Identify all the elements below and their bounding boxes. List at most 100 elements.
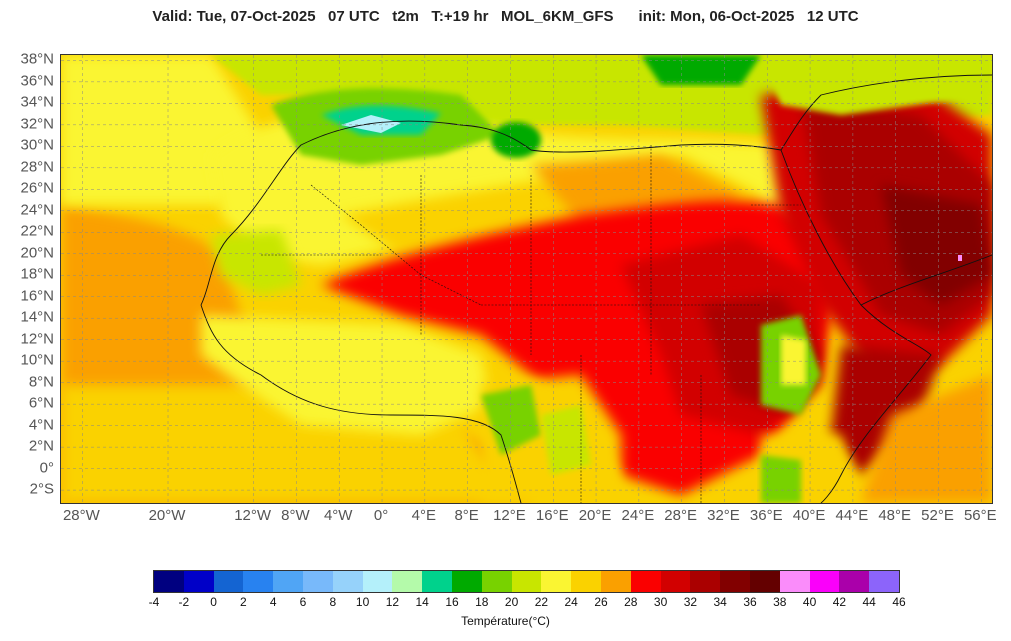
lat-tick-label: 20°N	[20, 244, 54, 262]
colorbar-tick-label: 44	[862, 595, 876, 609]
colorbar-swatch	[839, 571, 870, 592]
lat-tick-label: 34°N	[20, 93, 54, 111]
map-canvas	[61, 55, 992, 503]
lat-tick-label: 26°N	[20, 179, 54, 197]
colorbar-swatch	[571, 571, 601, 592]
colorbar-swatch	[451, 571, 482, 592]
colorbar-tick-label: 12	[385, 595, 400, 609]
lon-tick-label: 28°W	[62, 507, 100, 524]
colorbar-swatch	[869, 571, 899, 592]
lat-tick-label: 8°N	[28, 373, 54, 391]
colorbar-swatch	[749, 571, 780, 592]
colorbar-tick-label: 8	[329, 595, 337, 609]
colorbar-tick-label: 22	[534, 595, 549, 609]
arabia-hot-spot	[958, 255, 962, 261]
lat-tick-label: 32°N	[20, 115, 54, 133]
country-borders	[261, 145, 801, 503]
colorbar-tick-label: 4	[269, 595, 277, 609]
colorbar-tick-label: 18	[475, 595, 489, 609]
colorbar-swatch	[302, 571, 333, 592]
colorbar	[153, 570, 900, 593]
lon-tick-label: 56°E	[963, 507, 997, 524]
lat-tick-label: 2°S	[29, 480, 54, 498]
colorbar-swatch	[183, 571, 214, 592]
westafrica-green	[211, 230, 301, 295]
lon-tick-label: 28°E	[664, 507, 698, 524]
lat-tick-label: 16°N	[20, 287, 54, 305]
indian-ocean-orange	[861, 375, 992, 503]
colorbar-swatch	[690, 571, 721, 592]
colorbar-swatch	[600, 571, 631, 592]
colorbar-tick-label: 28	[624, 595, 638, 609]
colorbar-swatch	[511, 571, 542, 592]
lat-tick-label: 28°N	[20, 158, 54, 176]
colorbar-tick-label: 40	[802, 595, 817, 609]
lon-tick-label: 32°E	[707, 507, 740, 524]
lon-tick-label: 4°W	[323, 507, 353, 524]
lat-tick-label: 12°N	[20, 330, 54, 348]
congo-green	[481, 385, 541, 455]
levant-green	[761, 55, 992, 115]
colorbar-tick-label: 42	[832, 595, 847, 609]
lat-tick-label: 10°N	[20, 351, 54, 369]
colorbar-tick-label: -4	[148, 595, 160, 609]
lon-tick-label: 36°E	[749, 507, 783, 524]
colorbar-tick-label: 36	[743, 595, 757, 609]
lat-tick-label: 2°N	[28, 437, 54, 455]
colorbar-swatch	[422, 571, 452, 592]
guinea-yellow	[201, 315, 491, 435]
colorbar-swatch	[541, 571, 572, 592]
colorbar-swatch	[243, 571, 274, 592]
lon-tick-label: 0°	[373, 507, 389, 524]
colorbar-swatch	[362, 571, 393, 592]
colorbar-swatch	[720, 571, 750, 592]
colorbar-swatch	[332, 571, 363, 592]
colorbar-swatch	[779, 571, 810, 592]
colorbar-title: Température(°C)	[461, 614, 550, 628]
lat-tick-label: 38°N	[20, 50, 54, 68]
kenya-green	[761, 455, 801, 503]
gridlines	[61, 55, 992, 503]
lat-tick-label: 22°N	[20, 222, 54, 240]
ethiopia-yellow	[781, 335, 806, 385]
lon-tick-label: 48°E	[878, 507, 912, 524]
lat-tick-label: 0°	[39, 459, 54, 477]
lat-tick-label: 18°N	[20, 265, 54, 283]
lon-tick-label: 8°W	[281, 507, 310, 524]
temperature-map[interactable]	[60, 54, 993, 504]
colorbar-swatch	[481, 571, 512, 592]
lon-tick-label: 24°E	[621, 507, 655, 524]
lon-tick-label: 12°W	[234, 507, 272, 524]
colorbar-tick-label: 30	[653, 595, 668, 609]
colorbar-tick-label: 14	[415, 595, 429, 609]
lon-tick-label: 12°E	[493, 507, 526, 524]
lon-tick-label: 16°E	[535, 507, 569, 524]
lon-tick-label: 4°E	[411, 507, 437, 524]
colorbar-swatch	[392, 571, 423, 592]
colorbar-tick-label: 0	[210, 595, 217, 609]
colorbar-tick-label: 6	[299, 595, 307, 609]
colorbar-tick-label: 32	[683, 595, 698, 609]
colorbar-tick-label: 10	[355, 595, 370, 609]
colorbar-tick-label: 34	[713, 595, 727, 609]
colorbar-tick-label: 46	[892, 595, 906, 609]
colorbar-swatch	[213, 571, 244, 592]
atlantic-north	[61, 55, 261, 205]
lon-tick-label: 52°E	[921, 507, 954, 524]
lat-tick-label: 14°N	[20, 308, 54, 326]
coastlines	[200, 74, 992, 503]
colorbar-tick-label: -2	[178, 595, 190, 609]
lon-tick-label: 8°E	[454, 507, 479, 524]
lat-tick-label: 36°N	[20, 72, 54, 90]
lon-tick-label: 20°W	[148, 507, 186, 524]
lon-tick-label: 20°E	[578, 507, 612, 524]
lon-tick-label: 40°E	[792, 507, 826, 524]
lat-tick-label: 24°N	[20, 201, 54, 219]
lon-tick-label: 44°E	[835, 507, 869, 524]
colorbar-tick-label: 20	[504, 595, 519, 609]
colorbar-tick-label: 24	[564, 595, 578, 609]
colorbar-swatch	[273, 571, 303, 592]
colorbar-swatch	[809, 571, 840, 592]
colorbar-tick-label: 26	[594, 595, 608, 609]
colorbar-tick-label: 2	[240, 595, 247, 609]
